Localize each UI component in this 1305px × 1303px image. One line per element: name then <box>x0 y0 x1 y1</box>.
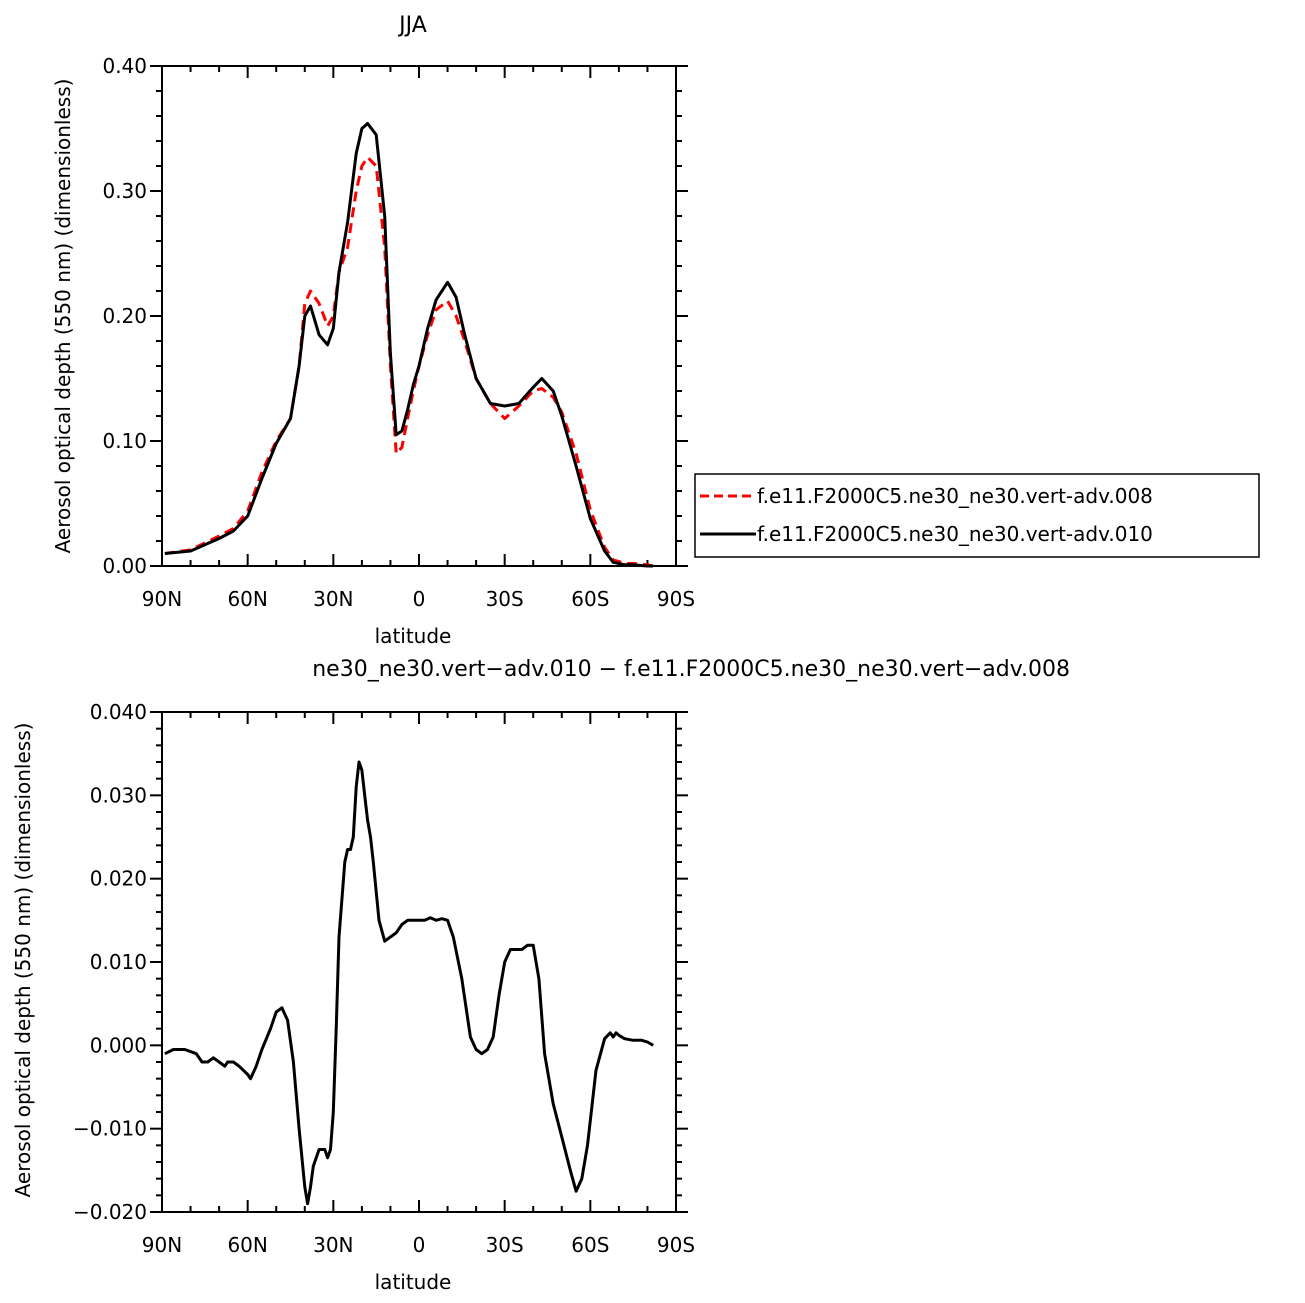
bottom-x-axis-label: latitude <box>375 1270 452 1294</box>
bottom-axis-ticks: 90N 60N 30N 0 30S 60S 90S −0.020 −0.010 0.000 0.01… <box>73 700 695 1257</box>
top-x-tick-label: 30N <box>313 587 353 611</box>
top-series-line-1 <box>164 122 654 568</box>
bottom-y-tick-label: −0.010 <box>73 1117 147 1141</box>
top-x-tick-label: 90S <box>657 587 695 611</box>
bottom-x-tick-label: 0 <box>413 1233 426 1257</box>
top-y-tick-label: 0.10 <box>102 429 147 453</box>
bottom-panel: ne30_ne30.vert−adv.010 − f.e11.F2000C5.n… <box>11 657 1070 1294</box>
bottom-y-tick-label: 0.000 <box>90 1033 147 1057</box>
top-x-tick-label: 90N <box>142 587 182 611</box>
legend-label-008: f.e11.F2000C5.ne30_ne30.vert-adv.008 <box>757 484 1153 508</box>
top-y-tick-label: 0.30 <box>102 179 147 203</box>
top-x-axis-label: latitude <box>375 624 452 648</box>
top-y-axis-label: Aerosol optical depth (550 nm) (dimensio… <box>51 79 75 554</box>
bottom-x-tick-label: 60S <box>571 1233 609 1257</box>
top-x-tick-label: 60N <box>227 587 267 611</box>
top-y-tick-label: 0.40 <box>102 54 147 78</box>
top-y-tick-label: 0.00 <box>102 554 147 578</box>
top-series-lines <box>164 122 654 568</box>
top-chart-title: JJA <box>397 13 427 38</box>
bottom-chart-title: ne30_ne30.vert−adv.010 − f.e11.F2000C5.n… <box>312 657 1070 682</box>
top-x-tick-label: 0 <box>413 587 426 611</box>
bottom-x-tick-label: 30N <box>313 1233 353 1257</box>
legend-label-010: f.e11.F2000C5.ne30_ne30.vert-adv.010 <box>757 522 1153 546</box>
bottom-series-line-0 <box>164 760 654 1206</box>
bottom-series-lines <box>164 760 654 1206</box>
bottom-y-tick-label: 0.020 <box>90 867 147 891</box>
top-axis-ticks: 90N 60N 30N 0 30S 60S 90S 0.00 0.10 0.20 0.30 0.40 <box>102 54 695 611</box>
bottom-y-tick-label: 0.040 <box>90 700 147 724</box>
top-x-tick-label: 60S <box>571 587 609 611</box>
top-plot-frame <box>161 65 677 567</box>
bottom-y-tick-label: −0.020 <box>73 1200 147 1224</box>
top-x-tick-label: 30S <box>486 587 524 611</box>
bottom-x-tick-label: 90N <box>142 1233 182 1257</box>
bottom-x-tick-label: 90S <box>657 1233 695 1257</box>
bottom-y-tick-label: 0.030 <box>90 783 147 807</box>
legend-box <box>694 473 1260 558</box>
bottom-x-tick-label: 60N <box>227 1233 267 1257</box>
top-series-line-0 <box>164 155 654 568</box>
legend: f.e11.F2000C5.ne30_ne30.vert-adv.008 f.e… <box>694 473 1260 558</box>
bottom-y-axis-label: Aerosol optical depth (550 nm) (dimensio… <box>11 723 35 1198</box>
bottom-plot-frame <box>161 711 677 1213</box>
bottom-x-tick-label: 30S <box>486 1233 524 1257</box>
bottom-y-tick-label: 0.010 <box>90 950 147 974</box>
top-panel: JJA 90N 60N 30N 0 30S 60S 90S 0.00 0.10 0.20 0.30 0… <box>51 13 695 648</box>
top-y-tick-label: 0.20 <box>102 304 147 328</box>
